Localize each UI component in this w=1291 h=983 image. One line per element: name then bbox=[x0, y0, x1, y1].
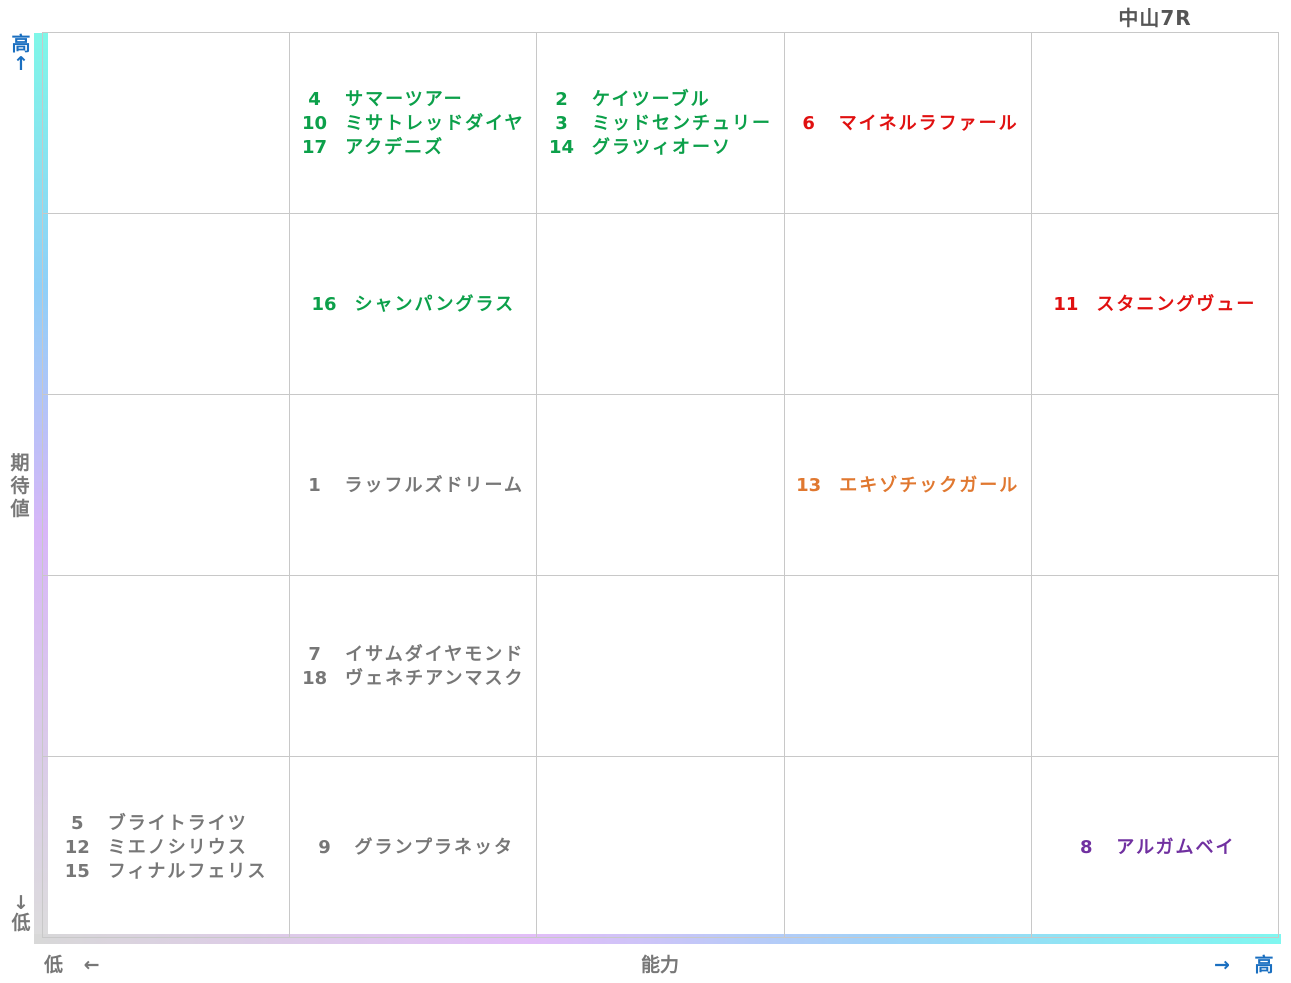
grid-cell-r2-c2: 16 シャンパングラス bbox=[289, 214, 537, 395]
horse-list: 2 ケイツーブル 3 ミッドセンチュリー 14 グラツィオーソ bbox=[549, 88, 772, 159]
grid-cell-r1-c4: 6 マイネルラファール bbox=[783, 33, 1031, 214]
grid-cell-r1-c1 bbox=[42, 33, 290, 214]
horse-name: ケイツーブル bbox=[592, 88, 711, 110]
horse-name: グラツィオーソ bbox=[592, 136, 733, 158]
grid-cell-r5-c1: 5 ブライトライツ 12 ミエノシリウス 15 フィナルフェリス bbox=[42, 757, 290, 938]
horse-name: アクデニズ bbox=[345, 136, 445, 158]
horse-number: 5 bbox=[71, 812, 84, 834]
y-axis-bar bbox=[34, 33, 48, 940]
horse-number: 1 bbox=[308, 474, 321, 496]
horse-list: 11 スタニングヴュー bbox=[1053, 293, 1256, 316]
grid-cell-r2-c4 bbox=[783, 214, 1031, 395]
grid-cell-r5-c4 bbox=[783, 757, 1031, 938]
y-label-char: 値 bbox=[10, 498, 30, 520]
grid-cell-r4-c1 bbox=[42, 576, 290, 757]
horse-name: ヴェネチアンマスク bbox=[345, 667, 525, 689]
horse-name: ミッドセンチュリー bbox=[592, 112, 773, 134]
horse-list: 7 イサムダイヤモンド 18 ヴェネチアンマスク bbox=[302, 643, 524, 690]
y-label-char: 待 bbox=[10, 475, 30, 497]
y-axis-high-label: 高 ↑ bbox=[9, 34, 33, 74]
grid-cell-r5-c2: 9 グランプラネッタ bbox=[289, 757, 537, 938]
horse-number: 3 bbox=[555, 112, 568, 134]
horse-number: 7 bbox=[308, 643, 321, 665]
horse-name: ミサトレッドダイヤ bbox=[345, 112, 525, 134]
horse-number: 4 bbox=[308, 88, 321, 110]
grid-cell-r3-c1 bbox=[42, 395, 290, 576]
grid-cell-r5-c5: 8 アルガムベイ bbox=[1030, 757, 1278, 938]
horse-number: 16 bbox=[311, 293, 337, 315]
horse-name: アルガムベイ bbox=[1116, 836, 1236, 858]
horse-name: スタニングヴュー bbox=[1096, 293, 1257, 315]
y-high-char: 高 bbox=[11, 33, 31, 55]
horse-number: 6 bbox=[802, 112, 815, 134]
grid-cell-r3-c3 bbox=[536, 395, 784, 576]
grid-cell-r4-c5 bbox=[1030, 576, 1278, 757]
horse-list: 13 エキゾチックガール bbox=[796, 474, 1019, 497]
x-axis-low-label: 低 ← bbox=[44, 954, 100, 976]
horse-list: 5 ブライトライツ 12 ミエノシリウス 15 フィナルフェリス bbox=[65, 812, 268, 883]
x-axis-label: 能力 bbox=[640, 954, 679, 976]
grid-cell-r2-c1 bbox=[42, 214, 290, 395]
horse-number: 14 bbox=[548, 136, 575, 158]
horse-name: フィナルフェリス bbox=[107, 860, 268, 882]
horse-name: ミエノシリウス bbox=[107, 836, 248, 858]
down-arrow-icon: ↓ bbox=[13, 892, 29, 914]
y-low-char: 低 bbox=[11, 912, 31, 934]
horse-number: 12 bbox=[64, 836, 90, 858]
horse-number: 18 bbox=[302, 667, 328, 689]
horse-list: 9 グランプラネッタ bbox=[313, 836, 514, 859]
grid-cell-r4-c3 bbox=[536, 576, 784, 757]
grid-cell-r1-c3: 2 ケイツーブル 3 ミッドセンチュリー 14 グラツィオーソ bbox=[536, 33, 784, 214]
horse-number: 10 bbox=[302, 112, 328, 134]
horse-number: 13 bbox=[796, 474, 822, 496]
horse-name: イサムダイヤモンド bbox=[345, 643, 525, 665]
grid-cell-r2-c3 bbox=[536, 214, 784, 395]
horse-name: サマーツアー bbox=[345, 88, 464, 110]
horse-list: 8 アルガムベイ bbox=[1074, 836, 1235, 859]
x-axis-high-label: → 高 bbox=[1214, 954, 1274, 976]
horse-name: ラッフルズドリーム bbox=[344, 474, 525, 496]
up-arrow-icon: ↑ bbox=[13, 53, 29, 75]
chart-grid: 4 サマーツアー 10 ミサトレッドダイヤ 17 アクデニズ 2 ケイツーブル 3 ミッドセンチュ… bbox=[42, 32, 1279, 938]
x-axis-bar bbox=[34, 934, 1281, 944]
horse-number: 8 bbox=[1079, 836, 1093, 858]
horse-name: ブライトライツ bbox=[107, 812, 248, 834]
grid-cell-r4-c4 bbox=[783, 576, 1031, 757]
horse-list: 1 ラッフルズドリーム bbox=[303, 474, 524, 497]
horse-name: シャンパングラス bbox=[354, 293, 516, 315]
grid-cell-r5-c3 bbox=[536, 757, 784, 938]
grid-cell-r2-c5: 11 スタニングヴュー bbox=[1030, 214, 1278, 395]
horse-number: 11 bbox=[1053, 293, 1079, 315]
y-axis-low-label: ↓ 低 bbox=[9, 893, 33, 933]
horse-number: 17 bbox=[302, 136, 328, 158]
grid-cell-r3-c5 bbox=[1030, 395, 1278, 576]
horse-name: マイネルラファール bbox=[838, 112, 1019, 134]
y-axis-label: 期待値 bbox=[8, 452, 32, 521]
horse-list: 4 サマーツアー 10 ミサトレッドダイヤ 17 アクデニズ bbox=[302, 88, 525, 159]
horse-number: 9 bbox=[318, 836, 331, 858]
race-title: 中山7R bbox=[1118, 6, 1192, 30]
horse-name: グランプラネッタ bbox=[354, 836, 515, 858]
horse-number: 2 bbox=[555, 88, 568, 110]
horse-number: 15 bbox=[64, 860, 90, 882]
grid-cell-r1-c2: 4 サマーツアー 10 ミサトレッドダイヤ 17 アクデニズ bbox=[289, 33, 537, 214]
grid-cell-r3-c2: 1 ラッフルズドリーム bbox=[289, 395, 537, 576]
grid-cell-r4-c2: 7 イサムダイヤモンド 18 ヴェネチアンマスク bbox=[289, 576, 537, 757]
horse-name: エキゾチックガール bbox=[839, 474, 1020, 496]
y-label-char: 期 bbox=[10, 452, 30, 474]
y-high-text: 高 ↑ bbox=[9, 34, 33, 74]
grid-cell-r1-c5 bbox=[1030, 33, 1278, 214]
horse-list: 16 シャンパングラス bbox=[311, 293, 515, 316]
horse-list: 6 マイネルラファール bbox=[797, 112, 1019, 135]
grid-cell-r3-c4: 13 エキゾチックガール bbox=[783, 395, 1031, 576]
